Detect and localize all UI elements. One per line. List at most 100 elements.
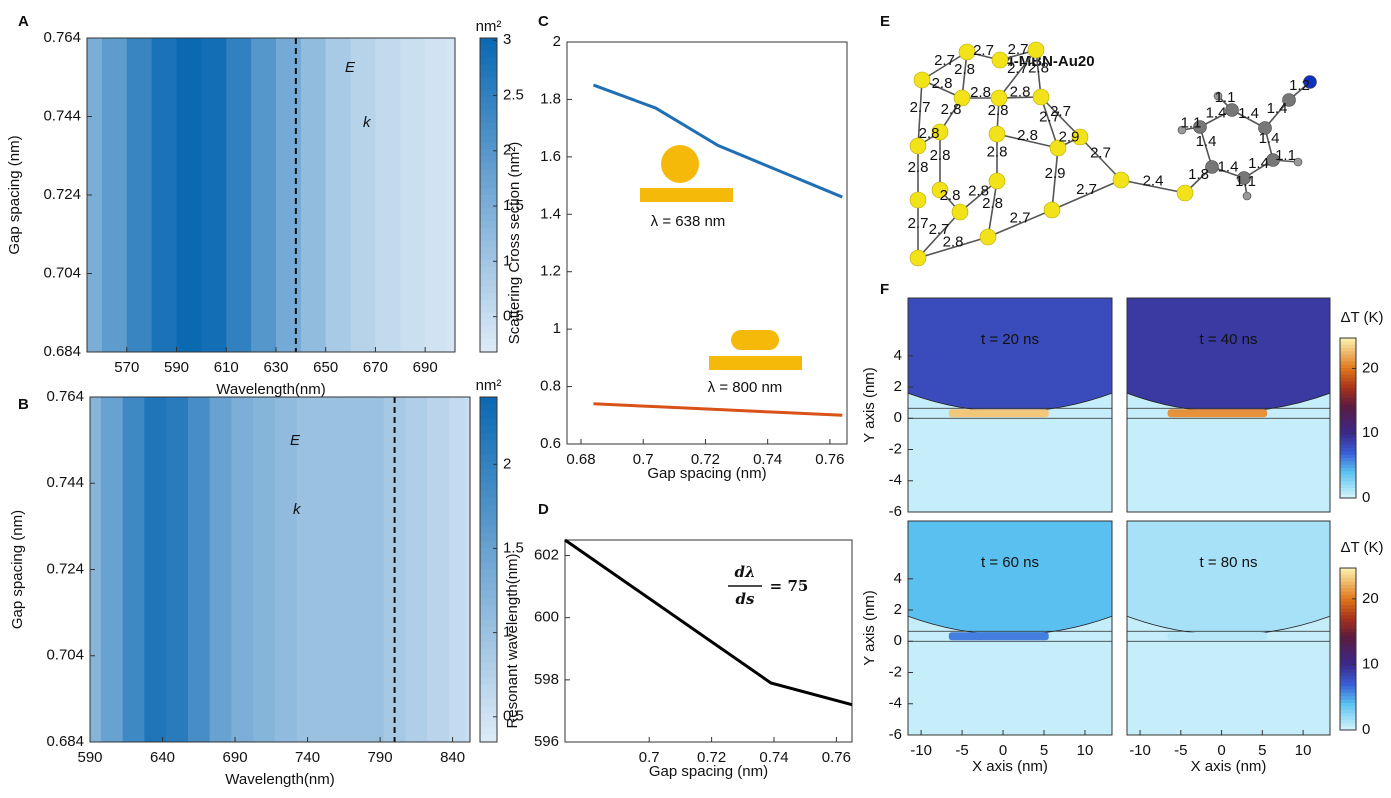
atom: [1177, 125, 1187, 135]
colorbar-slice: [480, 273, 497, 281]
colorbar-slice: [480, 83, 497, 91]
colorbar-slice: [480, 332, 497, 340]
heatmap-column: [274, 397, 298, 742]
field-label: k: [293, 501, 302, 518]
y-tick-label: 1.2: [540, 263, 561, 280]
time-label: t = 40 ns: [1200, 331, 1258, 348]
colorbar-slice: [1340, 571, 1356, 576]
colorbar-slice: [480, 576, 497, 585]
x-tick-label: 690: [413, 359, 438, 376]
bond-length: 2.8: [930, 147, 951, 164]
bond-length: 2.8: [943, 233, 964, 250]
heatmap-column: [448, 397, 466, 742]
colorbar-slice: [1340, 655, 1356, 660]
bond-length: 2.7: [1090, 144, 1111, 161]
panel-label: D: [538, 501, 549, 518]
colorbar-slice: [480, 461, 497, 470]
molecule-title: 4-MBN-Au20: [1005, 53, 1094, 70]
plot-frame: [566, 41, 848, 445]
colorbar-slice: [480, 175, 497, 183]
colorbar-slice: [480, 201, 497, 209]
colorbar-tick-label: 1: [503, 624, 511, 641]
y-tick-label: 4: [894, 347, 902, 364]
y-tick-label: -6: [889, 503, 902, 520]
y-tick-label: 0.764: [43, 29, 81, 46]
colorbar-slice: [1340, 632, 1356, 637]
x-tick-label: 670: [363, 359, 388, 376]
colorbar-slice: [1340, 374, 1356, 379]
bond-length: 2.8: [970, 84, 991, 101]
colorbar-slice: [480, 634, 497, 642]
colorbar-tick-label: 20: [1362, 359, 1379, 376]
colorbar-slice: [1340, 615, 1356, 620]
atom: [951, 203, 969, 221]
colorbar-slice: [1340, 699, 1356, 704]
colorbar-slice: [1340, 441, 1356, 446]
y-tick-label: -4: [889, 472, 902, 489]
heatmap-column: [296, 397, 320, 742]
colorbar-slice: [480, 533, 497, 542]
colorbar-slice: [480, 483, 497, 492]
bond-length: 2.8: [919, 125, 940, 142]
colorbar-slice: [1340, 682, 1356, 687]
colorbar-slice: [480, 555, 497, 563]
bond: [1040, 96, 1059, 149]
colorbar-slice: [1340, 689, 1356, 694]
colorbar-slice: [1340, 716, 1356, 721]
heatmap-column: [126, 38, 153, 352]
colorbar-slice: [1340, 338, 1356, 342]
bond: [1040, 96, 1081, 138]
y-tick-label: 602: [534, 547, 559, 564]
heatmap-column: [231, 397, 254, 742]
y-tick-label: 0: [894, 409, 902, 426]
colorbar-slice: [1340, 726, 1356, 731]
bond-length: 1.4: [1238, 105, 1259, 122]
colorbar-slice: [480, 727, 497, 736]
x-tick-label: 570: [114, 359, 139, 376]
bond-length: 1.2: [1289, 77, 1310, 94]
x-tick-label: 0.68: [566, 451, 595, 468]
atom: [1266, 153, 1280, 167]
colorbar-label: ΔT (K): [1340, 309, 1383, 326]
colorbar-slice: [480, 583, 497, 592]
atom: [1205, 160, 1219, 174]
colorbar-slice: [1340, 444, 1356, 449]
colorbar-slice: [480, 598, 497, 607]
colorbar-slice: [480, 476, 497, 484]
colorbar-slice: [1340, 394, 1356, 399]
heatmap-column: [427, 397, 450, 742]
x-tick-label: 650: [313, 359, 338, 376]
colorbar-slice: [480, 512, 497, 520]
bond: [996, 133, 1059, 149]
colorbar-slice: [1340, 358, 1356, 362]
atom: [1112, 171, 1130, 189]
colorbar-slice: [480, 734, 497, 743]
x-axis-label: Wavelength(nm): [225, 771, 334, 788]
heatmap-column: [446, 38, 456, 352]
colorbar-slice: [1340, 408, 1356, 412]
bond-length: 1.4: [1259, 130, 1280, 147]
colorbar-tick-label: 0.5: [503, 708, 524, 725]
x-tick-label: 5: [1258, 742, 1266, 759]
colorbar-slice: [1340, 642, 1356, 647]
colorbar-slice: [480, 234, 497, 242]
colorbar-slice: [1340, 458, 1356, 462]
x-tick-label: 0.7: [639, 749, 660, 766]
field-label: E: [345, 59, 356, 76]
heatmap-column: [176, 38, 202, 352]
colorbar-slice: [1340, 488, 1356, 492]
bond-length: 1.4: [1196, 133, 1217, 150]
y-tick-label: 1.8: [540, 90, 561, 107]
colorbar-slice: [1340, 438, 1356, 442]
medium: [1126, 297, 1331, 413]
bond-length: 2.8: [932, 75, 953, 92]
colorbar-slice: [480, 418, 497, 427]
bond-length: 1.4: [1206, 104, 1227, 121]
heatmap-column: [251, 38, 277, 352]
x-tick-label: 0.72: [691, 451, 720, 468]
atom: [953, 89, 971, 107]
panel-label: E: [880, 13, 890, 30]
heatmap-column: [166, 397, 189, 742]
colorbar-slice: [480, 411, 497, 420]
colorbar-slice: [1340, 388, 1356, 392]
